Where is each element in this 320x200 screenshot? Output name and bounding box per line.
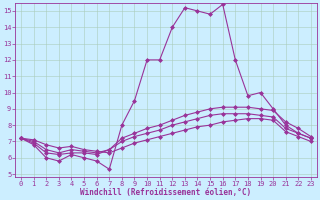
X-axis label: Windchill (Refroidissement éolien,°C): Windchill (Refroidissement éolien,°C) — [80, 188, 252, 197]
